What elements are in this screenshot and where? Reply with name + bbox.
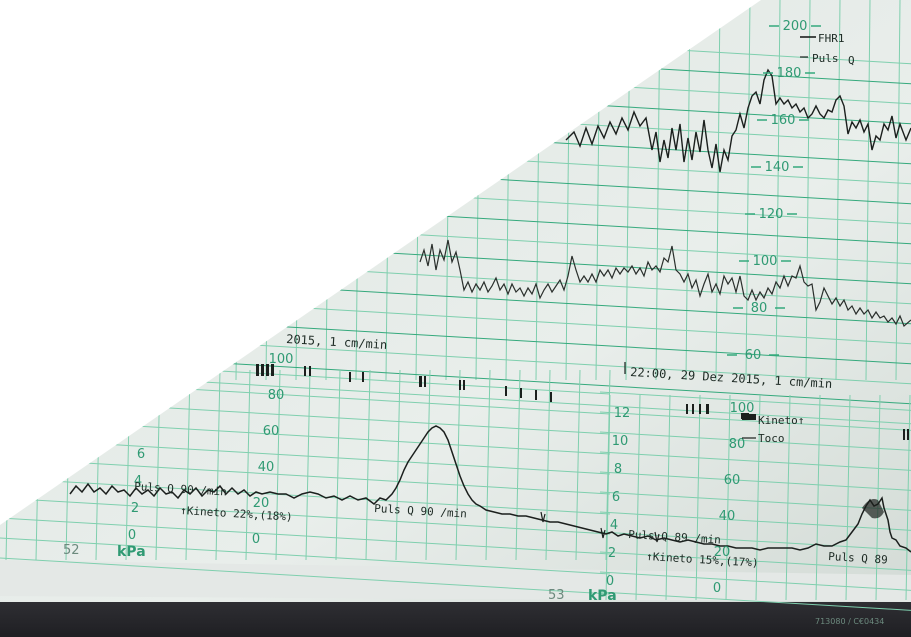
upper-legend: FHR1 Puls Q [800, 32, 855, 67]
toco-scale-label-left: 0 [252, 532, 260, 547]
kpa-scale-label-right: 0 [606, 574, 614, 589]
upper-scale-label: 120 [759, 207, 784, 222]
page-number-left: 52 [63, 543, 80, 558]
kpa-scale-label-right: 10 [612, 434, 629, 449]
kpa-unit-left: kPa [117, 544, 146, 560]
toco-scale-label-left: 100 [269, 352, 294, 367]
puls-text-left-2: Puls Q 90 /min [374, 502, 467, 520]
timestamp-left: 2015, 1 cm/min [286, 332, 388, 352]
page-number-right: 53 [548, 588, 565, 603]
lower-right-grid [599, 391, 911, 611]
toco-trace-left [69, 425, 911, 553]
kpa-scale-label-right: 8 [614, 462, 622, 477]
legend-puls-symbol: Q [848, 54, 855, 67]
paper-margin [0, 560, 911, 602]
legend-toco: Toco [758, 432, 785, 445]
fhr-trace [565, 68, 911, 173]
toco-scale-label-left: 80 [268, 388, 285, 403]
upper-scale-label: 60 [745, 348, 762, 363]
toco-scale-label-right: 60 [724, 473, 741, 488]
toco-scale-label-left: 60 [263, 424, 280, 439]
kpa-scale-label-right: 4 [610, 518, 618, 533]
toco-scale-label-left: 20 [253, 496, 270, 511]
toco-scale-label-right: 20 [714, 545, 731, 560]
upper-scale-label: 80 [751, 301, 768, 316]
kpa-scale-label-left: 4 [134, 474, 142, 489]
upper-scale-label: 180 [777, 66, 802, 81]
legend-fhr-label: FHR1 [818, 32, 845, 45]
kpa-scale-label-left: 0 [128, 528, 136, 543]
upper-scale-label: 100 [753, 254, 778, 269]
toco-scale-label-right: 80 [729, 437, 746, 452]
pulse-trace-upper [419, 239, 911, 328]
toco-scale-label-left: 40 [258, 460, 275, 475]
upper-scale-label: 160 [771, 113, 796, 128]
upper-scale-label: 140 [765, 160, 790, 175]
kpa-scale-label-left: 2 [131, 501, 139, 516]
kpa-scale-label-left: 6 [137, 447, 145, 462]
puls-text-left-1: Puls Q 90 /min [134, 480, 227, 498]
legend-kineto: Kineto↑ [758, 414, 804, 427]
serial-text: 713080 / C€0434 [815, 617, 884, 626]
puls-text-right-2: Puls Q 89 [828, 550, 888, 567]
kpa-unit-right: kPa [588, 588, 617, 604]
kpa-scale-label-right: 2 [608, 546, 616, 561]
toco-scale-label-right: 100 [730, 401, 755, 416]
event-marks [256, 364, 909, 440]
toco-scale-label-right: 40 [719, 509, 736, 524]
toco-scale-label-right: 0 [713, 581, 721, 596]
puls-text-right-1: Puls Q 89 /min [628, 528, 721, 546]
kpa-scale-label-right: 12 [614, 406, 631, 421]
upper-scale: 200 180 160 140 120 100 80 60 [727, 19, 821, 363]
trace-blob [862, 499, 884, 519]
kpa-scale-label-right: 6 [612, 490, 620, 505]
legend-kineto-swatch [742, 414, 756, 420]
upper-scale-label: 200 [783, 19, 808, 34]
legend-puls-label: Puls [812, 52, 839, 65]
